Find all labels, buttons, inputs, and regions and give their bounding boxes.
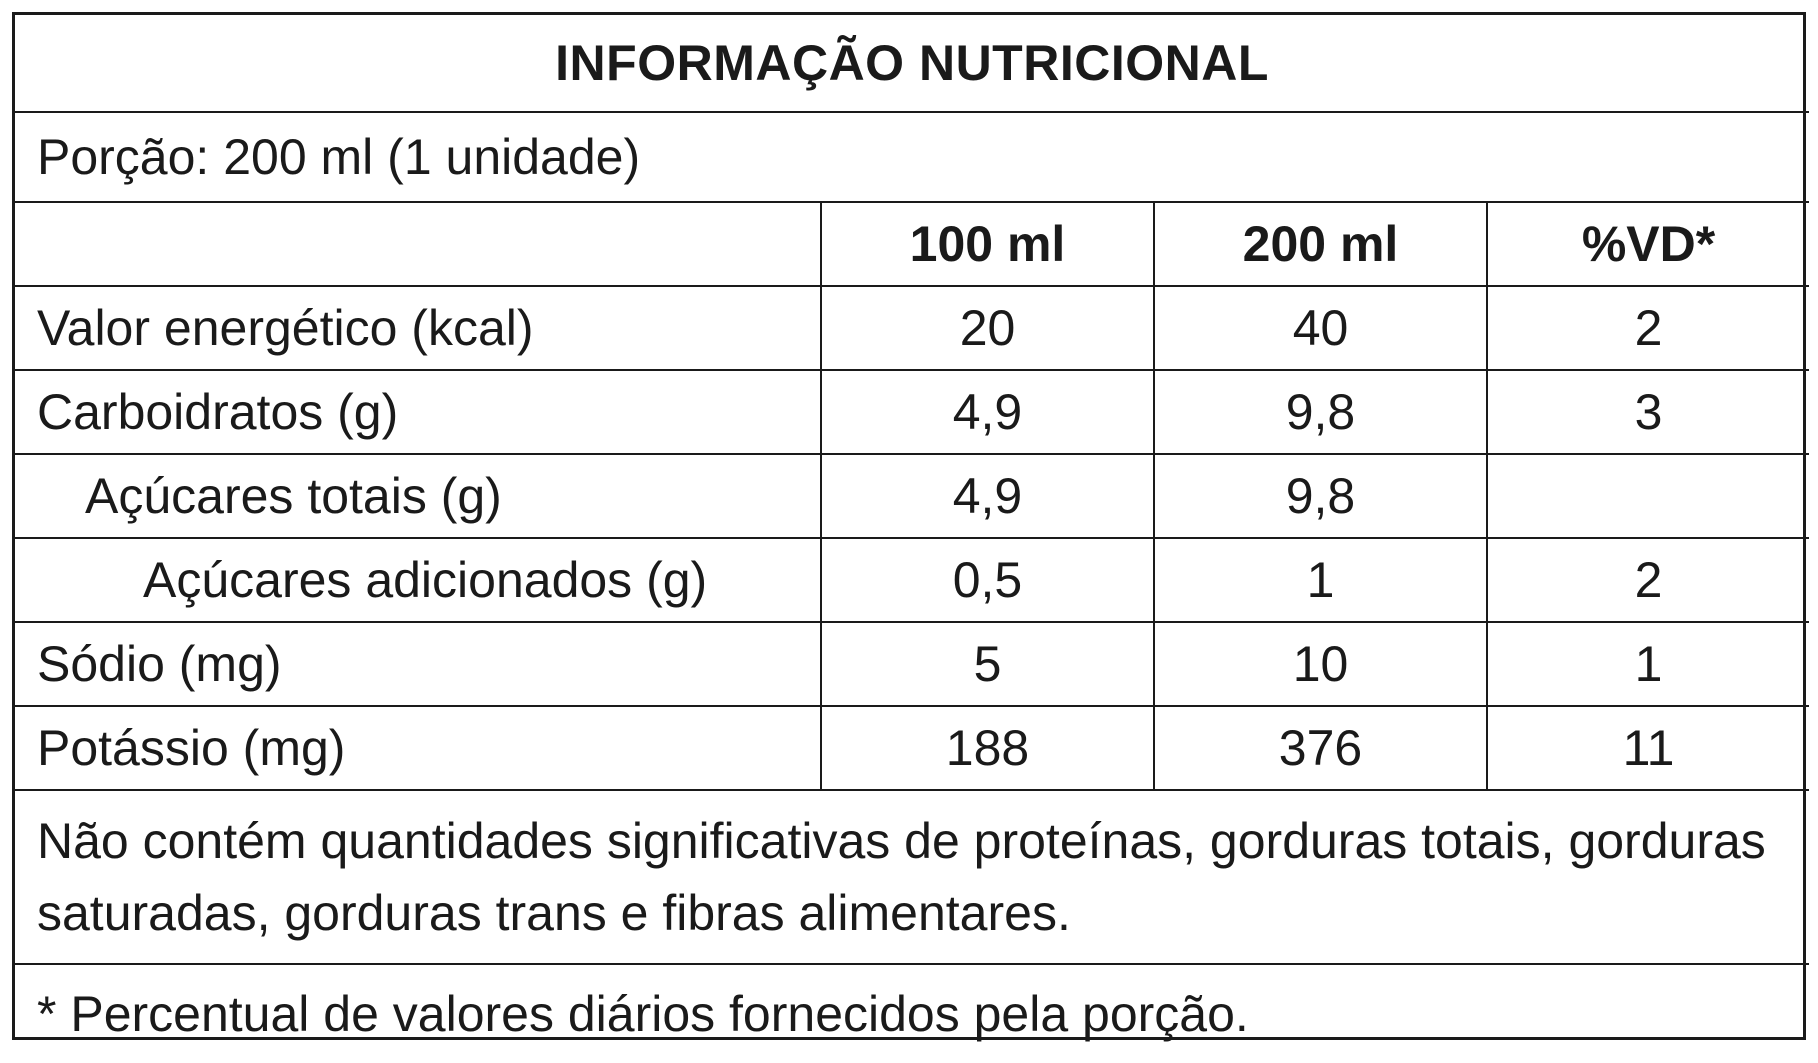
- column-header-row: 100 ml 200 ml %VD*: [15, 201, 1810, 287]
- value-100ml: 20: [820, 285, 1155, 371]
- value-vd: [1485, 453, 1810, 539]
- footnote: * Percentual de valores diários fornecid…: [15, 963, 1810, 1063]
- value-100ml: 4,9: [820, 369, 1155, 455]
- label-title: INFORMAÇÃO NUTRICIONAL: [15, 15, 1810, 113]
- value-200ml: 9,8: [1153, 453, 1488, 539]
- nutrient-name: Potássio (mg): [15, 705, 822, 791]
- table-row-sodium: Sódio (mg) 5 10 1: [15, 621, 1810, 707]
- table-row-carbohydrates: Carboidratos (g) 4,9 9,8 3: [15, 369, 1810, 455]
- value-200ml: 376: [1153, 705, 1488, 791]
- table-row-added-sugars: Açúcares adicionados (g) 0,5 1 2: [15, 537, 1810, 623]
- value-100ml: 188: [820, 705, 1155, 791]
- column-header-200ml: 200 ml: [1153, 201, 1488, 287]
- value-vd: 2: [1485, 537, 1810, 623]
- value-100ml: 4,9: [820, 453, 1155, 539]
- column-header-vd: %VD*: [1485, 201, 1810, 287]
- nutrient-name: Sódio (mg): [15, 621, 822, 707]
- value-100ml: 5: [820, 621, 1155, 707]
- value-vd: 2: [1485, 285, 1810, 371]
- nutrition-note: Não contém quantidades significativas de…: [15, 789, 1810, 965]
- portion-size: Porção: 200 ml (1 unidade): [15, 111, 1810, 203]
- nutrition-facts-label: INFORMAÇÃO NUTRICIONAL Porção: 200 ml (1…: [12, 12, 1810, 1063]
- table-row-energy: Valor energético (kcal) 20 40 2: [15, 285, 1810, 371]
- value-200ml: 10: [1153, 621, 1488, 707]
- value-vd: 1: [1485, 621, 1810, 707]
- value-200ml: 1: [1153, 537, 1488, 623]
- nutrient-name: Carboidratos (g): [15, 369, 822, 455]
- value-vd: 11: [1485, 705, 1810, 791]
- column-header-blank: [15, 201, 822, 287]
- table-row-potassium: Potássio (mg) 188 376 11: [15, 705, 1810, 791]
- table-row-total-sugars: Açúcares totais (g) 4,9 9,8: [15, 453, 1810, 539]
- nutrient-name: Açúcares adicionados (g): [15, 537, 822, 623]
- nutrient-name: Açúcares totais (g): [15, 453, 822, 539]
- column-header-100ml: 100 ml: [820, 201, 1155, 287]
- nutrient-name: Valor energético (kcal): [15, 285, 822, 371]
- value-200ml: 9,8: [1153, 369, 1488, 455]
- value-200ml: 40: [1153, 285, 1488, 371]
- nutrition-table: INFORMAÇÃO NUTRICIONAL Porção: 200 ml (1…: [15, 15, 1810, 1063]
- value-100ml: 0,5: [820, 537, 1155, 623]
- value-vd: 3: [1485, 369, 1810, 455]
